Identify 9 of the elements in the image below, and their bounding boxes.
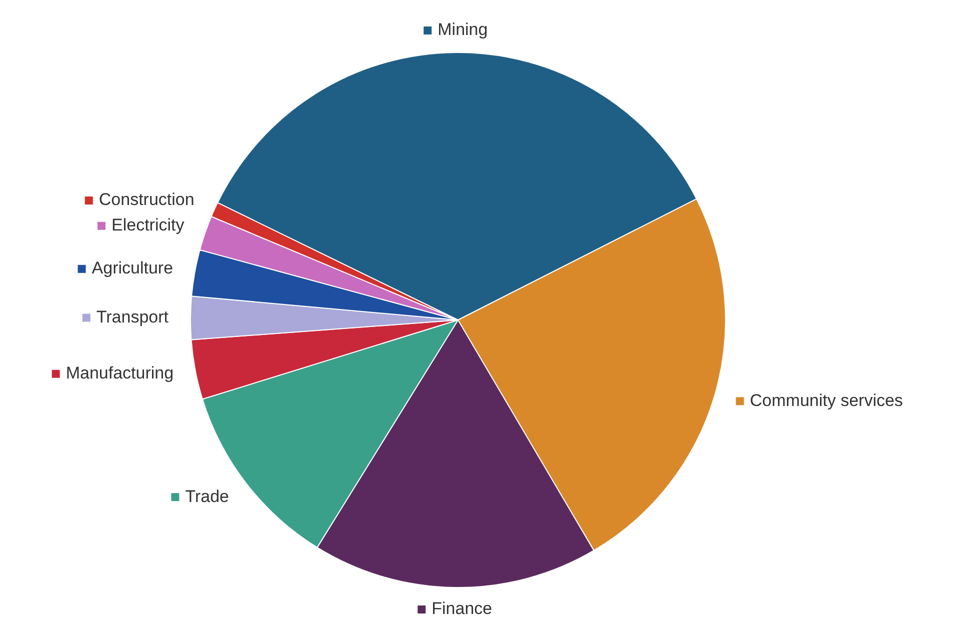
legend-label: Finance [432, 599, 492, 618]
legend-label: Transport [96, 307, 169, 326]
legend-label: Electricity [112, 216, 185, 235]
legend-label: Trade [185, 486, 230, 506]
legend-label: Construction [98, 190, 194, 210]
legend-label: Community services [750, 390, 903, 410]
legend-label: Agriculture [92, 258, 174, 278]
legend-label: Mining [438, 20, 488, 40]
legend-label: Manufacturing [66, 364, 174, 383]
